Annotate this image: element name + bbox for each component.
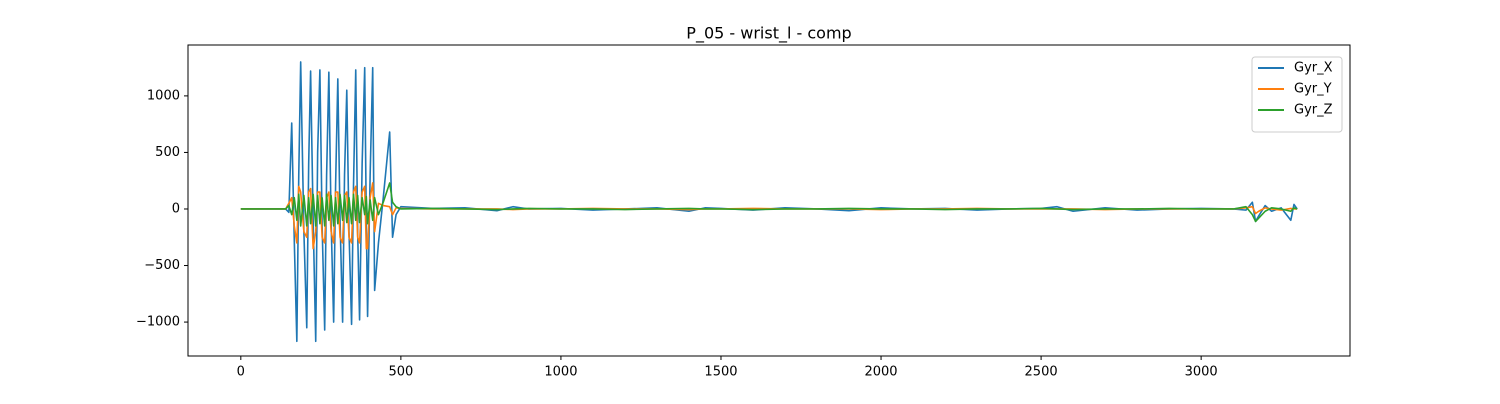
y-tick-label: −1000 bbox=[136, 315, 180, 330]
plot-frame bbox=[187, 44, 1351, 357]
x-tick-label: 0 bbox=[237, 365, 245, 380]
legend-box bbox=[1251, 56, 1343, 133]
y-tick-label: 1000 bbox=[147, 88, 180, 103]
legend-label: Gyr_Z bbox=[1294, 103, 1333, 118]
y-tick-label: 0 bbox=[172, 201, 180, 216]
x-tick-label: 500 bbox=[388, 365, 413, 380]
chart-title: P_05 - wrist_l - comp bbox=[686, 24, 851, 44]
x-tick-label: 1500 bbox=[704, 365, 737, 380]
x-tick-label: 2500 bbox=[1025, 365, 1058, 380]
legend-label: Gyr_X bbox=[1294, 61, 1333, 76]
legend-label: Gyr_Y bbox=[1294, 82, 1332, 97]
x-tick-label: 1000 bbox=[544, 365, 577, 380]
y-tick-label: 500 bbox=[155, 145, 180, 160]
data-line bbox=[240, 182, 1298, 227]
x-tick-label: 2000 bbox=[864, 365, 897, 380]
x-tick-label: 3000 bbox=[1185, 365, 1218, 380]
y-tick-label: −500 bbox=[144, 258, 180, 273]
